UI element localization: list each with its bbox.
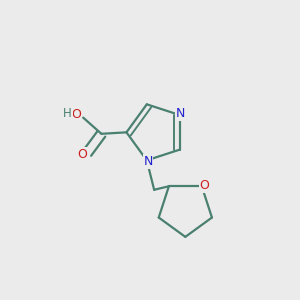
Text: N: N — [143, 155, 153, 168]
Text: O: O — [77, 148, 87, 161]
Text: H: H — [63, 107, 72, 120]
Text: O: O — [199, 179, 209, 192]
Text: O: O — [71, 108, 81, 121]
Text: N: N — [176, 107, 185, 120]
